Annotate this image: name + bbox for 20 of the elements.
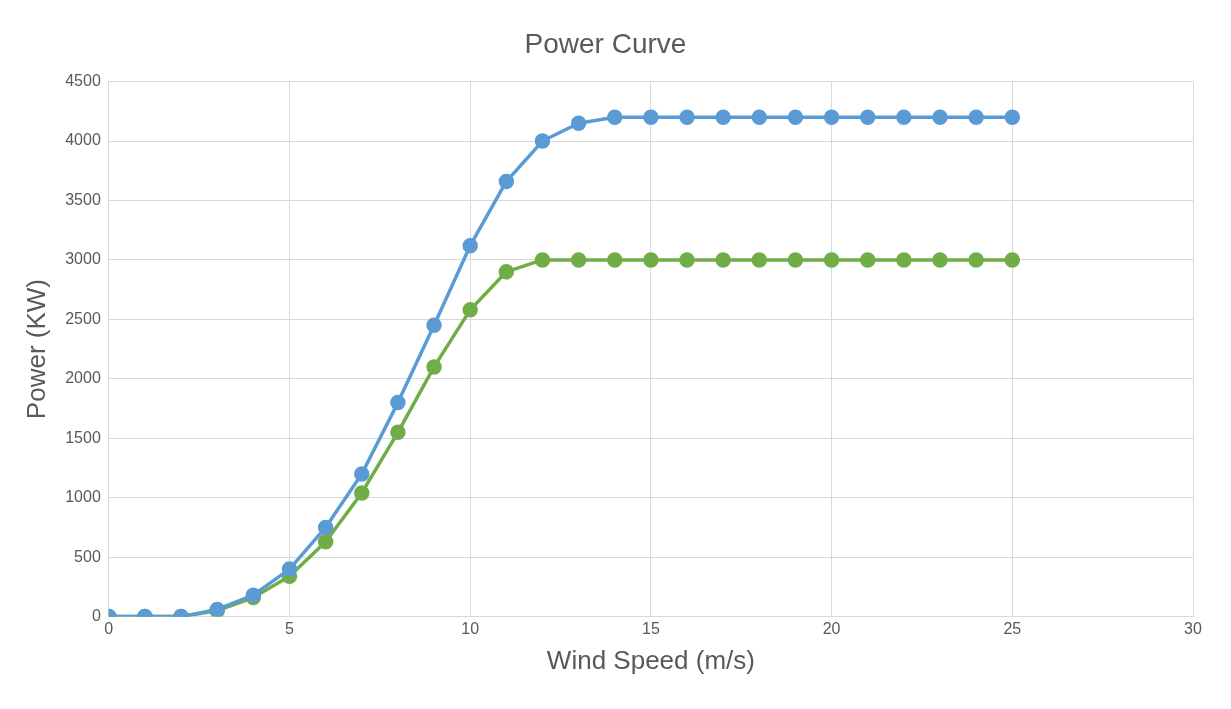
y-tick-label: 3000 — [65, 250, 101, 268]
x-tick-label: 25 — [1003, 619, 1022, 637]
x-axis-title: Wind Speed (m/s) — [546, 644, 755, 675]
y-tick-label: 2000 — [65, 369, 101, 387]
x-tick-label: 20 — [822, 619, 841, 637]
x-tick-label: 15 — [642, 619, 660, 637]
y-tick-label: 2500 — [65, 309, 101, 327]
y-tick-label: 1000 — [65, 488, 101, 506]
y-tick-label: 3500 — [65, 190, 101, 208]
x-tick-label: 5 — [285, 619, 295, 637]
y-tick-label: 1500 — [65, 428, 101, 446]
y-axis-title: Power (KW) — [20, 279, 51, 420]
x-tick-label: 10 — [461, 619, 480, 637]
x-tick-label: 0 — [104, 619, 114, 637]
y-tick-label: 4500 — [65, 72, 101, 90]
x-tick-label: 30 — [1184, 619, 1202, 637]
y-tick-label: 4000 — [65, 131, 101, 149]
chart-title: Power Curve — [524, 27, 687, 59]
y-tick-label: 0 — [91, 607, 101, 625]
y-tick-label: 500 — [74, 547, 101, 565]
